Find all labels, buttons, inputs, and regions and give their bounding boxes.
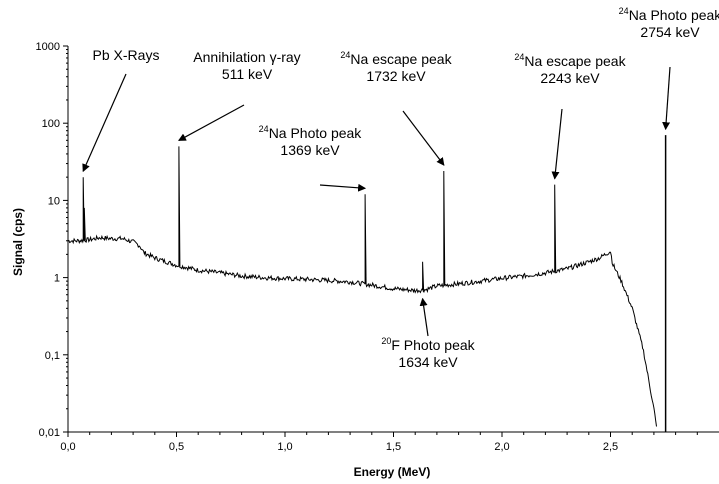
spectrum-line xyxy=(67,146,657,427)
annotation-arrow xyxy=(319,183,367,192)
x-tick-label: 0,5 xyxy=(169,441,184,453)
y-axis-label: Signal (cps) xyxy=(11,208,25,276)
annotation-text: 511 keV xyxy=(222,66,273,82)
annotation-text: 2243 keV xyxy=(540,70,600,86)
annotation-text: 24Na escape peak xyxy=(514,52,626,69)
x-tick-label: 2,5 xyxy=(603,441,618,453)
annotation-superscript: 24 xyxy=(340,50,350,60)
annotation-superscript: 24 xyxy=(619,6,629,16)
annotation-text: Annihilation γ-ray xyxy=(193,49,300,65)
annotation-label: F Photo peak xyxy=(391,337,475,353)
y-tick-label: 0,01 xyxy=(39,427,60,439)
annotation-label: Na escape peak xyxy=(524,53,626,69)
x-tick-label: 1,5 xyxy=(386,441,401,453)
annotation-arrow xyxy=(82,73,127,173)
axes: 0,01 0,1 1 10 100 1000 0,0 0,5 1,0 1,5 2,0 2,5 xyxy=(36,41,719,453)
annotation-superscript: 24 xyxy=(514,52,524,62)
annotation-text: 2754 keV xyxy=(640,24,700,40)
x-tick-label: 2,0 xyxy=(494,441,509,453)
y-tick-label: 100 xyxy=(42,118,60,130)
plot-area xyxy=(67,135,667,432)
annotation-text: 24Na Photo peak xyxy=(259,124,363,141)
y-tick-label: 1000 xyxy=(36,41,60,53)
x-axis-label: Energy (MeV) xyxy=(354,465,431,479)
y-tick-label: 10 xyxy=(48,195,60,207)
annotation-arrow xyxy=(178,104,245,141)
annotation-superscript: 24 xyxy=(259,124,269,134)
annotation-label: Na Photo peak xyxy=(629,7,719,23)
annotation-text: 20F Photo peak xyxy=(381,336,475,353)
annotation-label: Na escape peak xyxy=(350,51,452,67)
x-tick-label: 1,0 xyxy=(277,441,292,453)
annotation-arrow xyxy=(551,108,563,180)
annotation-text: 24Na Photo peak xyxy=(619,6,719,23)
annotation-text: 1634 keV xyxy=(398,354,458,370)
annotation: Pb X-Rays xyxy=(82,47,160,173)
annotation-text: 1732 keV xyxy=(366,68,426,84)
annotation-text: 1369 keV xyxy=(280,142,340,158)
annotation-arrow xyxy=(402,110,445,166)
annotation-label: Na Photo peak xyxy=(269,125,363,141)
y-tick-label: 0,1 xyxy=(45,350,60,362)
annotation-text: 24Na escape peak xyxy=(340,50,452,67)
y-tick-label: 1 xyxy=(54,273,60,285)
x-tick-label: 0,0 xyxy=(60,441,75,453)
annotation-superscript: 20 xyxy=(381,336,391,346)
annotation-arrow xyxy=(419,297,429,337)
annotation-arrow xyxy=(662,66,671,131)
annotation-text: Pb X-Rays xyxy=(93,47,160,63)
